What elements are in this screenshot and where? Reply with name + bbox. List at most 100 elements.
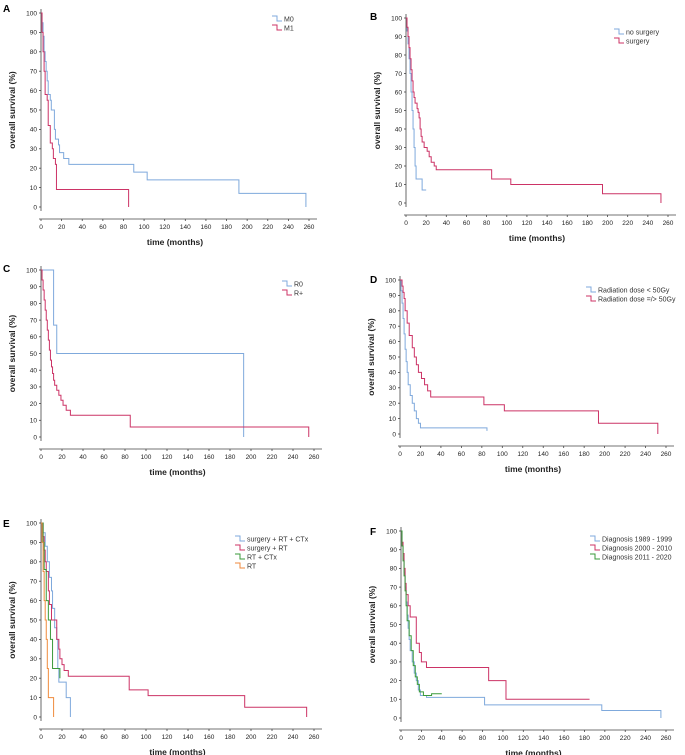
x-tick-label: 80 <box>121 734 129 741</box>
panel-label: F <box>370 527 376 538</box>
x-tick-label: 0 <box>399 735 403 742</box>
y-tick-label: 10 <box>390 697 398 704</box>
x-tick-label: 100 <box>497 735 508 742</box>
x-tick-label: 0 <box>39 734 43 741</box>
y-tick-label: 70 <box>390 584 398 591</box>
y-tick-label: 30 <box>390 659 398 666</box>
y-tick-label: 90 <box>389 293 397 300</box>
y-tick-label: 70 <box>30 69 38 76</box>
x-tick-label: 60 <box>463 220 471 227</box>
y-tick-label: 100 <box>391 15 402 22</box>
x-tick-label: 120 <box>518 735 529 742</box>
y-tick-label: 30 <box>30 384 38 391</box>
legend-swatch <box>282 280 292 287</box>
y-tick-label: 10 <box>395 182 403 189</box>
x-tick-label: 120 <box>162 734 173 741</box>
y-tick-label: 10 <box>30 418 38 425</box>
x-tick-label: 100 <box>141 734 152 741</box>
y-tick-label: 50 <box>30 107 38 114</box>
panel-label: B <box>370 12 377 23</box>
x-tick-label: 200 <box>599 451 610 458</box>
legend-label: Diagnosis 1989 - 1999 <box>602 537 672 544</box>
survival-curve-m0 <box>41 12 307 207</box>
x-tick-label: 240 <box>283 224 294 231</box>
x-tick-label: 200 <box>246 734 257 741</box>
y-tick-label: 50 <box>389 354 397 361</box>
y-tick-label: 50 <box>30 351 38 358</box>
y-tick-label: 0 <box>393 715 397 722</box>
x-tick-label: 20 <box>58 734 66 741</box>
y-axis-title: overall survival (%) <box>7 581 17 659</box>
survival-curve-m1 <box>41 12 130 207</box>
x-tick-label: 140 <box>542 220 553 227</box>
y-tick-label: 0 <box>33 204 37 211</box>
x-tick-label: 40 <box>437 451 445 458</box>
x-tick-label: 240 <box>640 451 651 458</box>
legend-label: RT <box>247 564 257 571</box>
x-tick-label: 240 <box>288 454 299 461</box>
x-tick-label: 200 <box>599 735 610 742</box>
y-tick-label: 0 <box>392 431 396 438</box>
chart-panel-D: D 0 10 20 30 40 50 60 70 80 90 100 0 20 40 60 80 100 120 14… <box>366 275 676 474</box>
y-tick-label: 60 <box>389 339 397 346</box>
y-tick-label: 30 <box>389 385 397 392</box>
x-tick-label: 80 <box>121 454 129 461</box>
x-tick-label: 140 <box>183 454 194 461</box>
legend-swatch <box>282 289 292 296</box>
x-tick-label: 40 <box>79 224 87 231</box>
y-tick-label: 60 <box>390 603 398 610</box>
x-tick-label: 220 <box>622 220 633 227</box>
x-tick-label: 160 <box>562 220 573 227</box>
y-tick-label: 10 <box>389 416 397 423</box>
y-tick-label: 10 <box>30 695 38 702</box>
x-tick-label: 200 <box>242 224 253 231</box>
x-tick-label: 200 <box>246 454 257 461</box>
legend-label: no surgery <box>626 30 660 37</box>
y-axis-title: overall survival (%) <box>372 72 382 150</box>
y-tick-label: 80 <box>390 566 398 573</box>
survival-curve-diagnosis-2011-2020 <box>401 530 442 697</box>
legend-swatch <box>235 562 245 569</box>
x-tick-label: 240 <box>642 220 653 227</box>
legend-label: Diagnosis 2011 - 2020 <box>602 555 672 562</box>
legend-swatch <box>272 15 282 22</box>
x-tick-label: 160 <box>559 735 570 742</box>
legend-swatch <box>590 544 600 551</box>
x-tick-label: 180 <box>225 734 236 741</box>
x-tick-label: 140 <box>538 735 549 742</box>
survival-curve-r0 <box>41 269 245 437</box>
x-axis-title: time (months) <box>149 747 205 755</box>
y-tick-label: 100 <box>386 528 397 535</box>
y-tick-label: 20 <box>389 401 397 408</box>
y-tick-label: 70 <box>30 317 38 324</box>
y-tick-label: 90 <box>395 34 403 41</box>
legend-swatch <box>235 535 245 542</box>
y-tick-label: 60 <box>30 598 38 605</box>
x-tick-label: 0 <box>39 224 43 231</box>
x-tick-label: 260 <box>661 451 672 458</box>
x-tick-label: 240 <box>288 734 299 741</box>
x-tick-label: 120 <box>162 454 173 461</box>
y-tick-label: 70 <box>389 324 397 331</box>
x-tick-label: 20 <box>58 454 66 461</box>
y-tick-label: 80 <box>395 52 403 59</box>
x-tick-label: 160 <box>204 454 215 461</box>
legend-label: M0 <box>284 17 294 24</box>
x-tick-label: 100 <box>139 224 150 231</box>
x-tick-label: 220 <box>620 451 631 458</box>
x-tick-label: 260 <box>309 454 320 461</box>
legend-label: Radiation dose =/> 50Gy <box>598 297 676 304</box>
x-tick-label: 80 <box>479 735 487 742</box>
y-tick-label: 50 <box>390 622 398 629</box>
chart-panel-A: A 0 10 20 30 40 50 60 70 80 90 100 0 20 40 60 80 100 120 14… <box>3 4 317 247</box>
x-tick-label: 0 <box>398 451 402 458</box>
legend-label: RT + CTx <box>247 555 277 562</box>
x-tick-label: 20 <box>423 220 431 227</box>
x-tick-label: 40 <box>79 454 87 461</box>
x-tick-label: 220 <box>262 224 273 231</box>
y-axis-title: overall survival (%) <box>366 318 376 396</box>
y-tick-label: 30 <box>395 145 403 152</box>
y-tick-label: 10 <box>30 185 38 192</box>
y-tick-label: 20 <box>30 401 38 408</box>
x-tick-label: 120 <box>521 220 532 227</box>
